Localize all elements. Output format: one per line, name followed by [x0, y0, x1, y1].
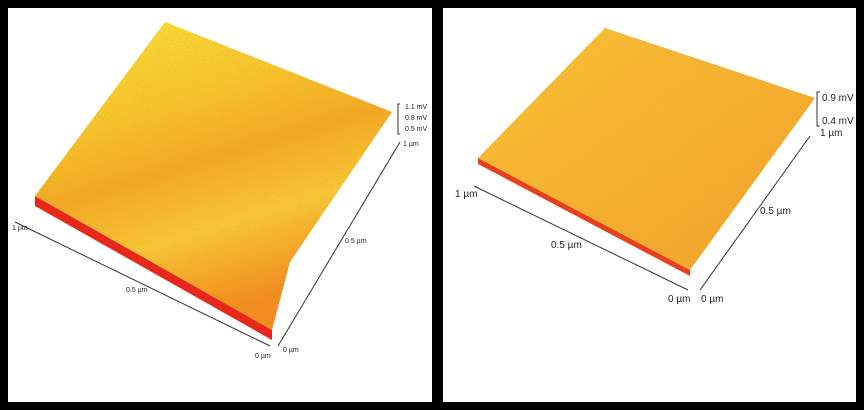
label: 0 µm [668, 294, 690, 305]
page: 1.1 mV 0.8 mV 0.5 mV 1 µm 0.5 µm 0 µm 0 … [0, 0, 864, 410]
label: 0.5 mV [405, 126, 428, 133]
label: 0.5 µm [551, 240, 582, 251]
figure: 1.1 mV 0.8 mV 0.5 mV 1 µm 0.5 µm 0 µm 0 … [0, 0, 864, 410]
label: 0.9 mV [822, 93, 854, 104]
label: 0.5 µm [345, 238, 367, 245]
label: 1 µm [403, 141, 419, 148]
label: 0.5 µm [126, 287, 148, 294]
label: 0.5 µm [760, 206, 791, 217]
label: 0 µm [255, 353, 271, 360]
label: 1.1 mV [405, 104, 428, 111]
label: 1 µm [455, 189, 477, 200]
label: 1 µm [12, 225, 28, 232]
label: 0 µm [283, 347, 299, 354]
label: 1 µm [820, 128, 842, 139]
label: 0.4 mV [822, 116, 854, 127]
label: 0 µm [701, 294, 723, 305]
label: 0.8 mV [405, 115, 428, 122]
